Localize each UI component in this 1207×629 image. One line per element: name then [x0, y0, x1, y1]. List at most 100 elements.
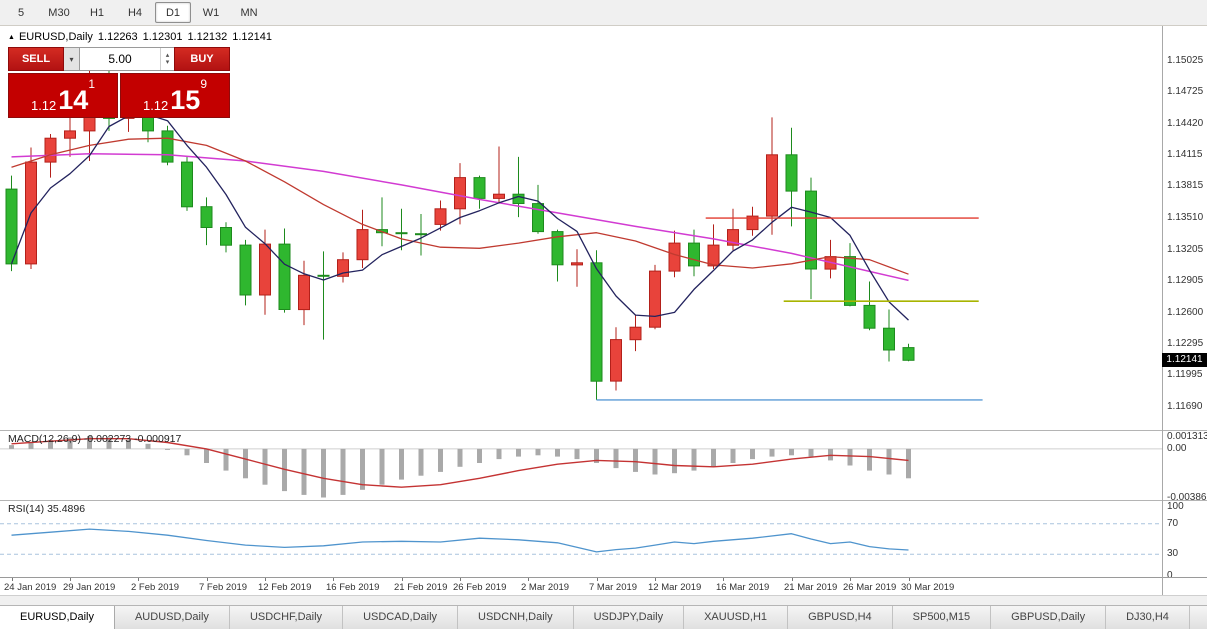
- trade-prices-row: 1.12 14 1 1.12 15 9: [8, 73, 230, 118]
- date-axis-label: 2 Feb 2019: [131, 582, 180, 593]
- candle-body: [532, 203, 544, 233]
- date-tick: [333, 578, 334, 581]
- macd-histogram-bar: [28, 442, 34, 449]
- candle-body: [161, 130, 174, 163]
- chart-tab-usdchf-daily[interactable]: USDCHF,Daily: [229, 606, 344, 629]
- chart-tab-usdjpy-daily[interactable]: USDJPY,Daily: [573, 606, 685, 629]
- candle-body: [278, 243, 291, 311]
- current-price-badge: 1.12141: [1162, 353, 1207, 367]
- price-axis-label: 1.14115: [1167, 149, 1203, 161]
- date-axis: 24 Jan 2019 29 Jan 2019 2 Feb 2019 7 Feb 20…: [0, 577, 1207, 595]
- chart-tab-sp500-m15[interactable]: SP500,M15: [892, 606, 992, 629]
- rsi-line: [11, 528, 909, 553]
- candle-body: [902, 347, 915, 361]
- volume-input[interactable]: [80, 48, 160, 70]
- timeframe-button-d1[interactable]: D1: [155, 2, 191, 23]
- macd-histogram-bar: [165, 448, 170, 450]
- chart-tab-usdcnh-daily[interactable]: USDCNH,Daily: [458, 606, 574, 629]
- price-axis-separator: [1162, 26, 1163, 595]
- volume-decrease-icon[interactable]: ▾: [165, 59, 170, 66]
- sell-price-display[interactable]: 1.12 14 1: [8, 73, 118, 118]
- candle-body: [337, 259, 349, 277]
- timeframe-button-w1[interactable]: W1: [202, 6, 220, 19]
- chart-tab-xauusd-h1[interactable]: XAUUSD,H1: [684, 606, 789, 629]
- price-axis-label: 1.12295: [1167, 338, 1204, 350]
- macd-histogram-bar: [594, 448, 599, 463]
- chart-tabs-bar: EURUSD,Daily AUDUSD,Daily USDCHF,Daily USDC…: [0, 605, 1207, 629]
- macd-histogram-bar: [906, 448, 911, 479]
- macd-signal-line: [11, 437, 909, 488]
- price-axis-label: 1.14420: [1167, 117, 1204, 129]
- sell-price-big-digits: 14: [58, 85, 89, 115]
- bottom-strip: [0, 595, 1207, 605]
- date-tick: [138, 578, 139, 581]
- ohlc-high-value: 1.12301: [142, 31, 183, 43]
- macd-histogram-bar: [574, 448, 580, 460]
- date-tick: [265, 578, 266, 581]
- macd-histogram-bar: [769, 448, 775, 457]
- macd-histogram-bar: [496, 448, 502, 460]
- rsi-indicator-label: RSI(14) 35.4896: [8, 503, 86, 515]
- chart-symbol-label: EURUSD,Daily: [18, 31, 93, 43]
- ohlc-open-value: 1.12263: [97, 31, 138, 43]
- chart-tab-dj30-h4[interactable]: DJ30,H4: [1106, 606, 1190, 629]
- sell-button[interactable]: SELL: [8, 47, 64, 71]
- macd-histogram-bar: [223, 448, 229, 471]
- volume-increase-icon[interactable]: ▴: [165, 52, 170, 59]
- candle-body: [5, 188, 18, 265]
- date-axis-label: 16 Mar 2019: [716, 582, 770, 593]
- candle-body: [649, 270, 661, 328]
- chart-tab-eurusd-daily[interactable]: EURUSD,Daily: [0, 606, 115, 629]
- candle-body: [493, 193, 505, 199]
- chart-tab-gbpusd-daily[interactable]: GBPUSD,Daily: [991, 606, 1107, 629]
- buy-price-big-digits: 15: [170, 85, 201, 115]
- ma-mid-line: [11, 137, 909, 275]
- one-click-collapse-icon[interactable]: ▲: [8, 34, 15, 41]
- macd-histogram-bar: [340, 448, 346, 495]
- chart-tab-tech100-h1[interactable]: TECH100,H1: [1189, 606, 1207, 629]
- chart-tab-audusd-daily[interactable]: AUDUSD,Daily: [114, 606, 230, 629]
- timeframe-button-5[interactable]: 5: [17, 6, 25, 19]
- buy-button[interactable]: BUY: [174, 47, 230, 71]
- volume-dropdown-icon[interactable]: ▾: [64, 47, 80, 71]
- macd-histogram-bar: [106, 437, 112, 449]
- date-axis-label: 12 Mar 2019: [648, 582, 702, 593]
- date-axis-label: 16 Feb 2019: [326, 582, 380, 593]
- timeframe-button-h1[interactable]: H1: [89, 6, 105, 19]
- ma-fast-line: [10, 113, 909, 321]
- date-axis-label: 12 Feb 2019: [258, 582, 312, 593]
- candle-body: [317, 274, 330, 277]
- macd-histogram-bar: [555, 448, 560, 457]
- panel-separator[interactable]: [0, 500, 1207, 501]
- chart-header: ▲ EURUSD,Daily 1.12263 1.12301 1.12132 1.1214…: [8, 31, 277, 43]
- macd-histogram-bar: [126, 439, 131, 449]
- candle-body: [746, 215, 759, 231]
- rsi-indicator-panel[interactable]: [0, 501, 1162, 577]
- macd-histogram-bar: [438, 448, 443, 472]
- chart-tab-gbpusd-h4[interactable]: GBPUSD,H4: [788, 606, 893, 629]
- macd-histogram-bar: [652, 448, 658, 475]
- date-axis-label: 2 Mar 2019: [521, 582, 570, 593]
- panel-separator[interactable]: [0, 430, 1207, 431]
- macd-histogram-bar: [204, 448, 209, 463]
- macd-histogram-bar: [457, 448, 463, 467]
- candle-body: [434, 208, 447, 225]
- price-axis-label: 1.12905: [1167, 274, 1204, 286]
- timeframe-button-mn[interactable]: MN: [240, 6, 258, 19]
- macd-histogram-bar: [9, 445, 14, 449]
- price-axis-label: 1.13815: [1167, 180, 1204, 192]
- buy-price-display[interactable]: 1.12 15 9: [120, 73, 230, 118]
- macd-histogram-bar: [399, 448, 404, 480]
- volume-field: ▴ ▾: [80, 47, 174, 71]
- volume-stepper[interactable]: ▴ ▾: [160, 48, 174, 70]
- macd-histogram-bar: [379, 448, 385, 485]
- timeframe-button-h4[interactable]: H4: [127, 6, 143, 19]
- macd-indicator-panel[interactable]: [0, 431, 1162, 500]
- chart-tab-usdcad-daily[interactable]: USDCAD,Daily: [343, 606, 459, 629]
- candle-body: [629, 326, 642, 341]
- macd-axis-label: 0.00: [1167, 442, 1187, 454]
- timeframe-button-m30[interactable]: M30: [48, 6, 70, 19]
- candle-body: [64, 130, 76, 139]
